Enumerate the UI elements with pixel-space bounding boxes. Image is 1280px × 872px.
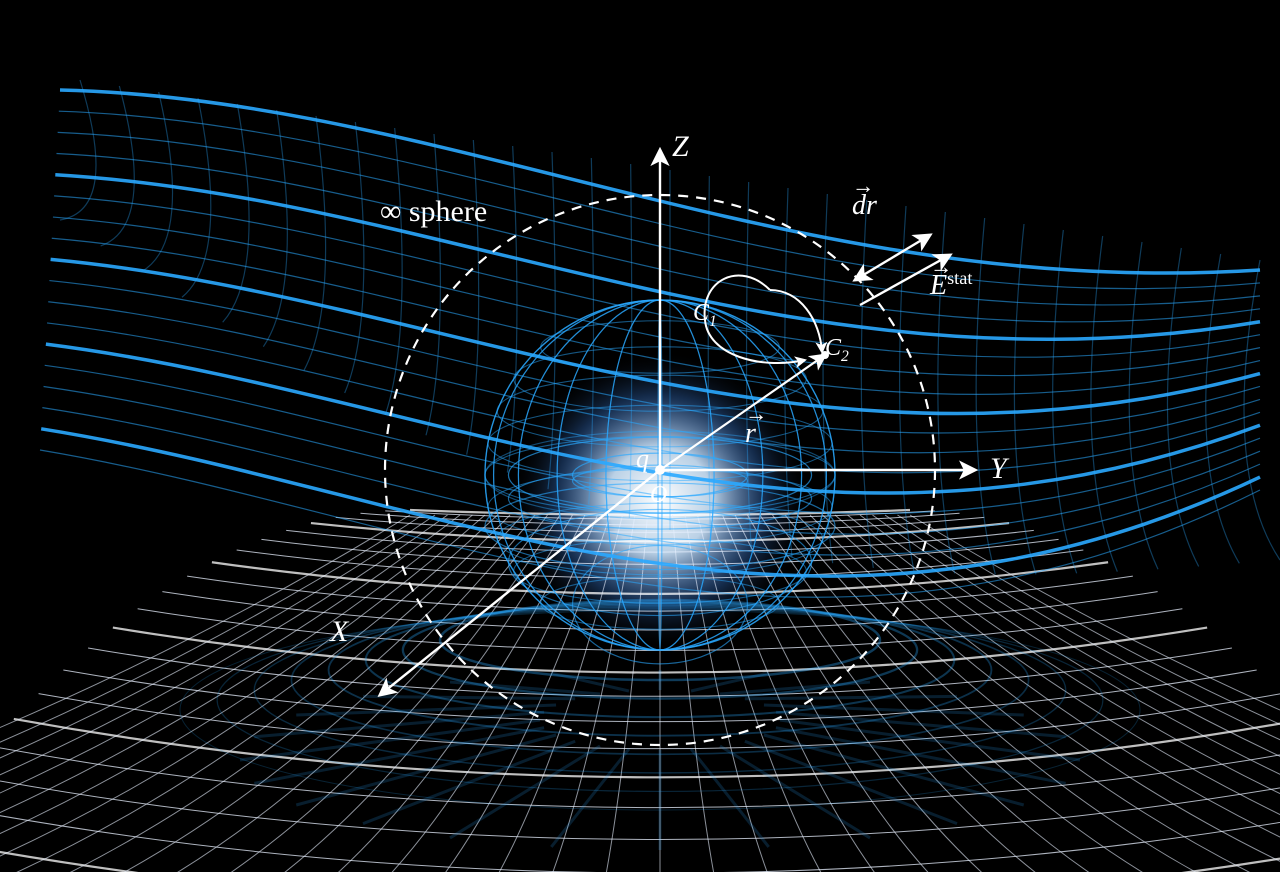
- background-wireframes: [0, 0, 1280, 872]
- axis-x-label: X: [330, 615, 348, 649]
- e-vector-label: Estat: [930, 268, 972, 302]
- axis-z-label: Z: [672, 130, 689, 164]
- r-vector-label: r: [745, 418, 756, 450]
- curve-c2-label: C2: [825, 335, 849, 366]
- dr-vector-label: dr: [852, 190, 877, 222]
- charge-label: q: [636, 444, 649, 474]
- curve-c1-label: C1: [693, 300, 717, 331]
- infinity-sphere-label: ∞ sphere: [380, 195, 487, 229]
- origin-label: O: [650, 482, 667, 509]
- lower-grid-plane: [0, 510, 1280, 872]
- axis-y-label: Y: [990, 452, 1007, 486]
- diagram-stage: ∞ sphere Z Y X Oq r C1 C2 dr Estat: [0, 0, 1280, 872]
